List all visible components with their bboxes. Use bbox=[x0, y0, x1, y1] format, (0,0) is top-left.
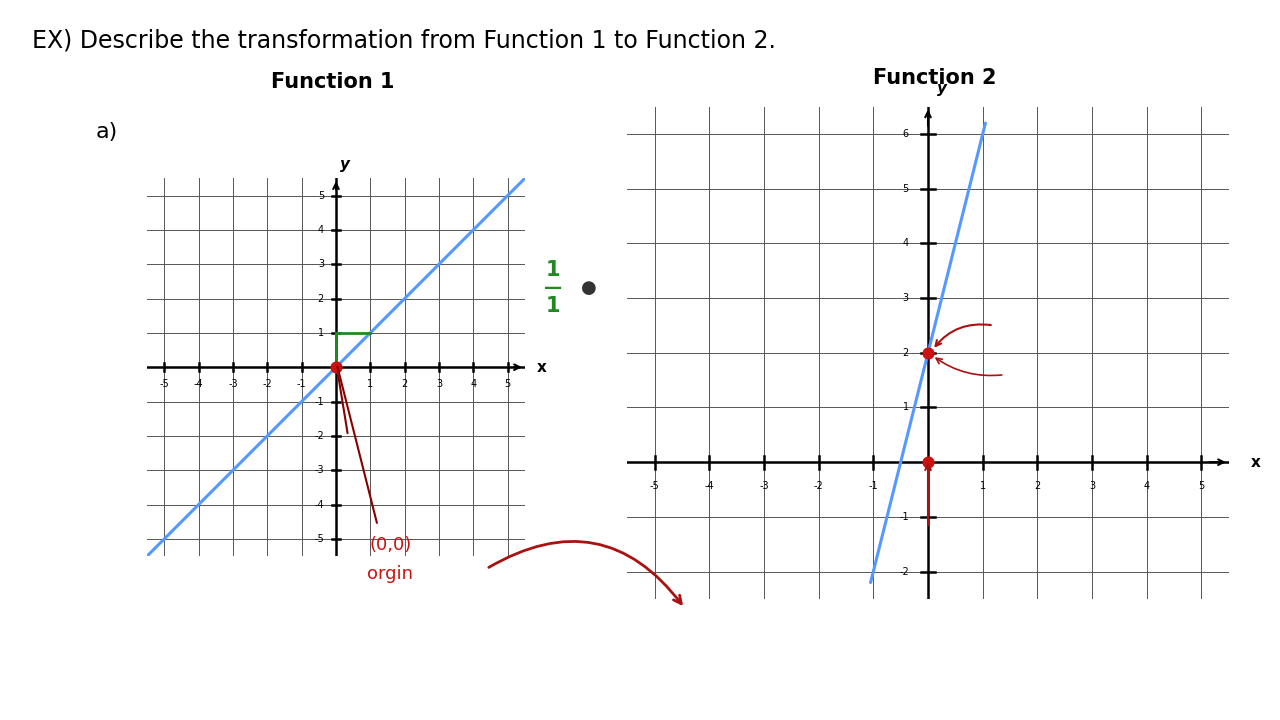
Text: 1: 1 bbox=[902, 402, 909, 413]
Text: -1: -1 bbox=[315, 397, 324, 407]
Text: 2: 2 bbox=[1034, 482, 1041, 491]
Point bbox=[918, 456, 938, 468]
Text: -2: -2 bbox=[899, 567, 909, 577]
Text: -3: -3 bbox=[315, 465, 324, 475]
Text: 5: 5 bbox=[1198, 482, 1204, 491]
Text: -2: -2 bbox=[314, 431, 324, 441]
Text: 1: 1 bbox=[545, 296, 561, 316]
Text: 2: 2 bbox=[317, 294, 324, 304]
Text: —: — bbox=[544, 279, 562, 297]
Text: EX) Describe the transformation from Function 1 to Function 2.: EX) Describe the transformation from Fun… bbox=[32, 29, 776, 53]
Text: -1: -1 bbox=[900, 512, 909, 522]
Text: ●: ● bbox=[581, 279, 596, 297]
Text: -3: -3 bbox=[228, 379, 238, 390]
Text: 2: 2 bbox=[402, 379, 408, 390]
Text: Function 1: Function 1 bbox=[271, 72, 394, 92]
Text: 1: 1 bbox=[979, 482, 986, 491]
Text: 5: 5 bbox=[317, 191, 324, 201]
Text: x: x bbox=[1252, 455, 1261, 469]
Text: -4: -4 bbox=[315, 500, 324, 510]
FancyArrowPatch shape bbox=[489, 541, 681, 603]
Text: orgin: orgin bbox=[367, 565, 413, 583]
Text: 1: 1 bbox=[317, 328, 324, 338]
Text: 1: 1 bbox=[545, 260, 561, 280]
Text: -3: -3 bbox=[759, 482, 769, 491]
Text: -1: -1 bbox=[297, 379, 306, 390]
Text: 6: 6 bbox=[902, 129, 909, 139]
Text: 4: 4 bbox=[902, 238, 909, 248]
FancyArrowPatch shape bbox=[338, 366, 376, 523]
Text: -4: -4 bbox=[704, 482, 714, 491]
Text: 3: 3 bbox=[1089, 482, 1096, 491]
Point bbox=[325, 361, 346, 373]
Text: -2: -2 bbox=[814, 482, 823, 491]
Text: Function 2: Function 2 bbox=[873, 68, 996, 89]
Text: -5: -5 bbox=[160, 379, 169, 390]
Point bbox=[918, 347, 938, 359]
Text: 3: 3 bbox=[436, 379, 442, 390]
Text: 2: 2 bbox=[902, 348, 909, 358]
Text: -4: -4 bbox=[193, 379, 204, 390]
Text: -2: -2 bbox=[262, 379, 273, 390]
Text: 5: 5 bbox=[902, 184, 909, 194]
Text: y: y bbox=[937, 81, 947, 96]
Text: 4: 4 bbox=[470, 379, 476, 390]
Text: a): a) bbox=[96, 122, 118, 143]
Text: 1: 1 bbox=[367, 379, 374, 390]
Text: -5: -5 bbox=[650, 482, 659, 491]
Text: y: y bbox=[339, 156, 349, 171]
Text: -5: -5 bbox=[314, 534, 324, 544]
Text: x: x bbox=[538, 360, 547, 374]
Text: 4: 4 bbox=[317, 225, 324, 235]
Text: -1: -1 bbox=[869, 482, 878, 491]
Text: 3: 3 bbox=[317, 259, 324, 269]
Text: (0,0): (0,0) bbox=[369, 536, 412, 554]
Text: 5: 5 bbox=[504, 379, 511, 390]
Text: 3: 3 bbox=[902, 293, 909, 303]
Text: 4: 4 bbox=[1144, 482, 1149, 491]
